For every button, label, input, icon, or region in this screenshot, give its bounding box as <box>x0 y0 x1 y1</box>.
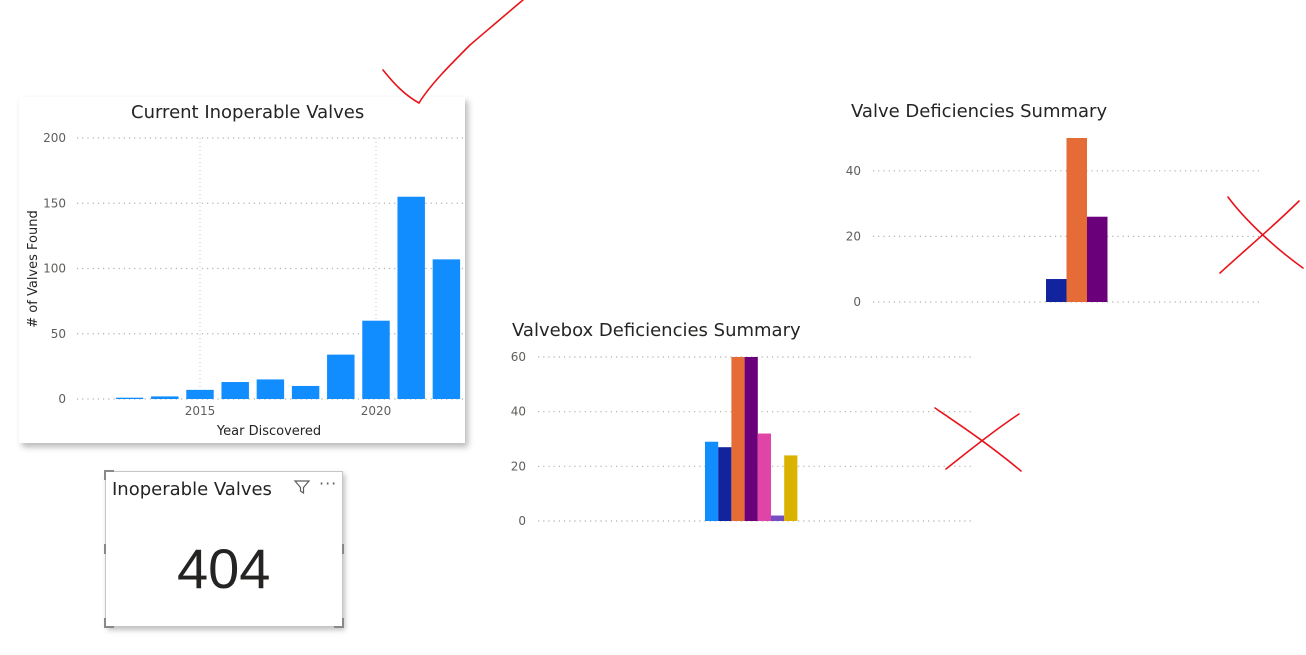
inoperable-chart-ylabel: # of Valves Found <box>26 210 41 327</box>
valvebox-summary-svg[interactable]: 0 20 40 60 <box>505 345 975 545</box>
inoperable-x-tick-label: 2020 <box>361 404 392 418</box>
inoperable-x-tick-label: 2015 <box>185 404 216 418</box>
valvebox-summary-y-tick-label: 20 <box>511 459 526 473</box>
inoperable-bar[interactable] <box>151 396 179 399</box>
valve-summary-y-tick-label: 0 <box>853 295 861 309</box>
valvebox-summary-y-tick-label: 40 <box>511 405 526 419</box>
inoperable-bar[interactable] <box>186 389 214 399</box>
valve-summary-y-tick-label: 20 <box>846 229 861 243</box>
valvebox-summary-bar[interactable] <box>718 447 732 521</box>
valve-summary-bar[interactable] <box>1046 279 1067 302</box>
inoperable-y-tick-label: 200 <box>43 131 66 145</box>
valvebox-summary-bar[interactable] <box>731 357 745 521</box>
valvebox-summary-bar[interactable] <box>771 515 785 521</box>
inoperable-bar[interactable] <box>327 354 355 399</box>
valvebox-summary-bar[interactable] <box>784 455 798 521</box>
resize-handle-top-left[interactable] <box>104 470 114 480</box>
valvebox-summary-y-tick-label: 0 <box>518 514 526 528</box>
resize-handle-left[interactable] <box>104 544 106 554</box>
valvebox-summary-bar[interactable] <box>757 433 771 521</box>
inoperable-chart-xlabel: Year Discovered <box>216 424 321 439</box>
inoperable-bar[interactable] <box>115 397 144 399</box>
inoperable-bar[interactable] <box>291 385 320 399</box>
filter-icon[interactable] <box>293 478 311 496</box>
valve-summary-bar[interactable] <box>1066 138 1088 302</box>
inoperable-chart-svg: 0 50 100 150 200 2015 2020 Year Discovered # … <box>26 131 463 439</box>
kpi-card[interactable]: Inoperable Valves ··· 404 <box>104 470 344 628</box>
inoperable-y-tick-label: 50 <box>51 327 66 341</box>
valve-summary-y-tick-label: 40 <box>846 164 861 178</box>
inoperable-y-tick-label: 150 <box>43 196 66 210</box>
valve-summary-title: Valve Deficiencies Summary <box>851 101 1108 122</box>
inoperable-y-tick-label: 0 <box>58 392 66 406</box>
valvebox-summary-y-tick-label: 60 <box>511 350 526 364</box>
inoperable-chart-title: Current Inoperable Valves <box>131 102 365 123</box>
inoperable-y-tick-label: 100 <box>43 262 66 276</box>
inoperable-valves-chart-card[interactable]: Current Inoperable Valves 0 50 100 150 200 2… <box>19 97 465 443</box>
valve-summary-svg[interactable]: 0 20 40 <box>840 125 1280 325</box>
inoperable-bar[interactable] <box>362 320 390 399</box>
more-options-icon[interactable]: ··· <box>319 474 338 493</box>
kpi-value: 404 <box>177 537 271 600</box>
valve-summary-bar[interactable] <box>1087 216 1108 302</box>
valvebox-summary-bar[interactable] <box>744 357 758 521</box>
inoperable-bar[interactable] <box>397 196 425 399</box>
valvebox-summary-bar[interactable] <box>705 441 719 521</box>
inoperable-bar[interactable] <box>221 382 249 399</box>
inoperable-bar[interactable] <box>256 379 285 399</box>
resize-handle-bottom-right[interactable] <box>334 618 344 628</box>
checkmark-annotation <box>382 0 524 105</box>
inoperable-bar[interactable] <box>432 259 461 399</box>
kpi-title: Inoperable Valves <box>112 479 272 500</box>
resize-handle-bottom-left[interactable] <box>104 618 114 628</box>
valvebox-summary-title: Valvebox Deficiencies Summary <box>512 320 801 341</box>
resize-handle-right[interactable] <box>342 544 344 554</box>
